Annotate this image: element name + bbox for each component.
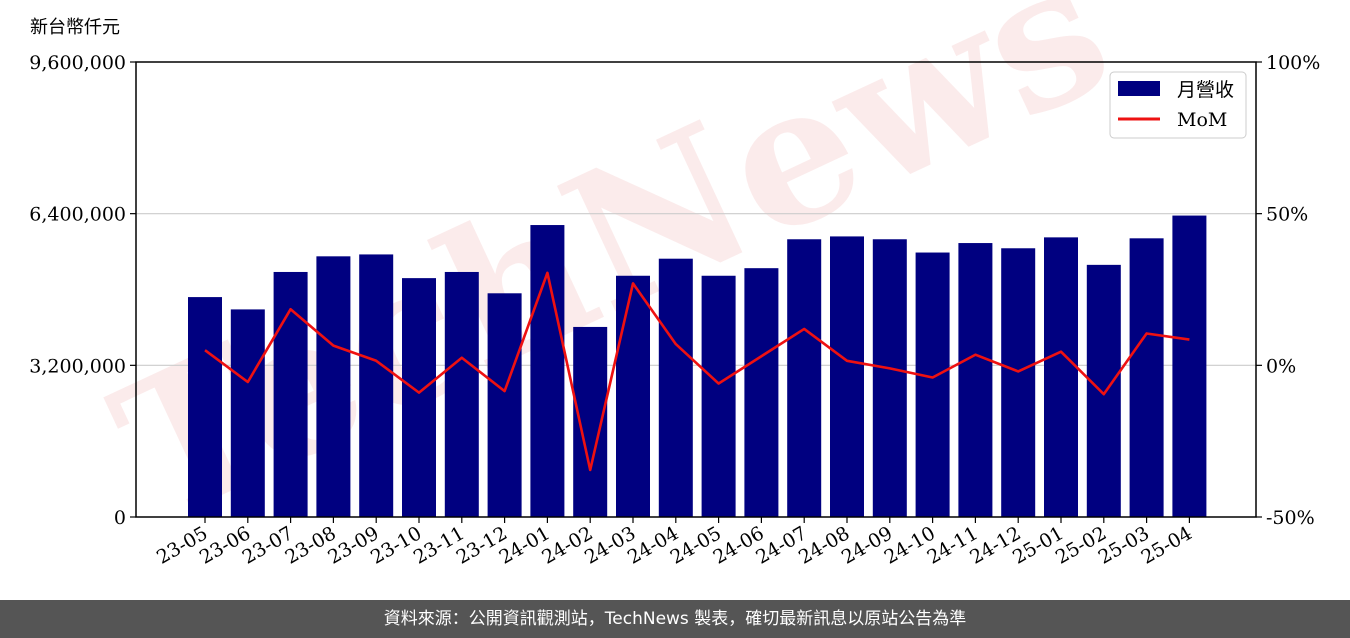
- right-tick-label: 0%: [1266, 355, 1296, 377]
- source-footer: 資料來源：公開資訊觀測站，TechNews 製表，確切最新訊息以原站公告為準: [0, 600, 1350, 638]
- bar: [830, 236, 864, 517]
- bar: [915, 252, 950, 517]
- bar: [958, 243, 993, 518]
- mom-line-series: [204, 271, 1190, 472]
- bar: [530, 225, 565, 517]
- bar-series: [188, 215, 1207, 518]
- left-tick-label: 3,200,000: [29, 355, 126, 377]
- bar: [1172, 215, 1207, 517]
- bar: [658, 258, 693, 517]
- legend-swatch-bar: [1118, 81, 1160, 96]
- mom-line: [204, 271, 1190, 472]
- bar: [230, 309, 265, 517]
- bar: [1044, 237, 1078, 518]
- bar: [744, 268, 779, 517]
- bar: [273, 271, 308, 517]
- x-tick-label: 25-04: [1137, 522, 1195, 568]
- bar: [616, 275, 650, 517]
- legend: 月營收 MoM: [1109, 71, 1247, 139]
- right-axis-ticks: -50% 0% 50% 100%: [1256, 52, 1320, 529]
- bar: [787, 239, 822, 517]
- right-tick-label: 100%: [1266, 52, 1320, 74]
- left-axis-unit-label: 新台幣仟元: [30, 17, 120, 38]
- bar: [188, 297, 222, 517]
- left-tick-label: 9,600,000: [29, 52, 126, 74]
- bar: [402, 278, 436, 517]
- x-axis-ticks: 23-0523-0623-0723-0823-0923-1023-1123-12…: [153, 517, 1196, 569]
- bar: [1001, 248, 1036, 517]
- chart: TechNews 0 3,200,000 6,400,000 9,600,000 -5…: [29, 0, 1320, 569]
- bar: [316, 256, 351, 517]
- bar: [444, 271, 479, 517]
- left-axis-ticks: 0 3,200,000 6,400,000 9,600,000: [29, 52, 136, 529]
- plot-frame: [135, 61, 1257, 518]
- left-tick-label: 0: [114, 507, 126, 529]
- left-tick-label: 6,400,000: [29, 204, 126, 226]
- bar: [1086, 264, 1121, 517]
- axes: [135, 61, 1257, 518]
- bar: [487, 293, 522, 517]
- bar: [701, 275, 736, 517]
- right-tick-label: -50%: [1266, 507, 1315, 529]
- source-text: 資料來源：公開資訊觀測站，TechNews 製表，確切最新訊息以原站公告為準: [383, 609, 967, 629]
- legend-label-line: MoM: [1177, 109, 1227, 131]
- bar: [1129, 238, 1164, 517]
- bar: [359, 254, 394, 518]
- right-tick-label: 50%: [1266, 204, 1308, 226]
- legend-label-bar: 月營收: [1177, 79, 1234, 101]
- bar: [872, 239, 907, 517]
